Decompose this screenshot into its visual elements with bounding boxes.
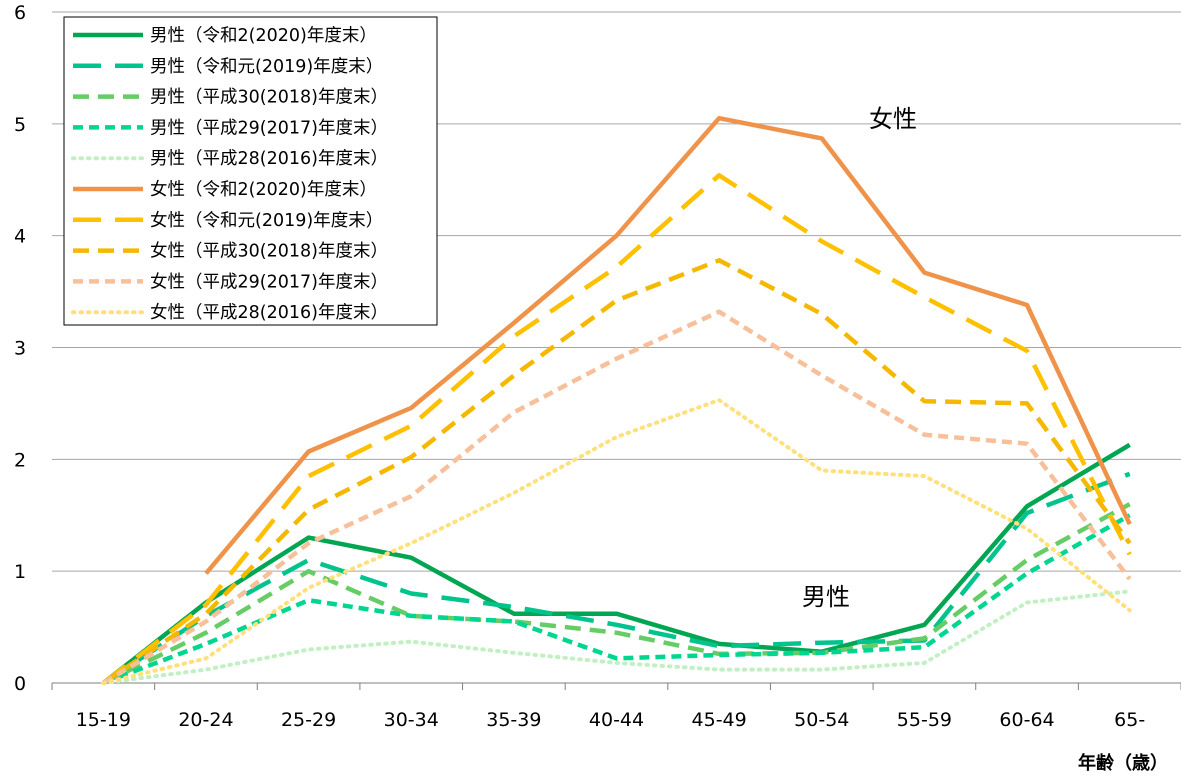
legend-label: 女性（平成30(2018)年度末） bbox=[150, 242, 388, 262]
male-annotation: 男性 bbox=[802, 583, 850, 611]
female-annotation: 女性 bbox=[869, 105, 917, 133]
y-tick-label: 3 bbox=[14, 338, 26, 360]
legend-box bbox=[63, 16, 438, 326]
legend-label: 女性（平成28(2016)年度末） bbox=[150, 303, 388, 323]
x-tick-label: 65- bbox=[1114, 709, 1145, 731]
series-line-4 bbox=[101, 589, 1132, 685]
series-line-0 bbox=[101, 442, 1131, 685]
legend-label: 男性（令和2(2020)年度末） bbox=[150, 26, 377, 46]
series-lines bbox=[101, 115, 1132, 686]
legend: 男性（令和2(2020)年度末） 男性（令和元(2019)年度末） 男性（平成30(… bbox=[63, 16, 438, 326]
x-tick-label: 60-64 bbox=[999, 709, 1054, 731]
x-tick-label: 15-19 bbox=[76, 709, 131, 731]
y-tick-label: 6 bbox=[14, 2, 26, 24]
legend-label: 男性（平成29(2017)年度末） bbox=[150, 118, 388, 138]
y-tick-labels: 0 1 2 3 4 5 6 bbox=[14, 2, 26, 695]
legend-label: 男性（令和元(2019)年度末） bbox=[150, 57, 383, 77]
x-axis-label: 年齢（歳） bbox=[1078, 752, 1168, 774]
series-line-1 bbox=[102, 471, 1131, 685]
x-tick-labels: 15-19 20-24 25-29 30-34 35-39 40-44 45-49 50-54… bbox=[76, 709, 1145, 731]
series-line-5 bbox=[204, 115, 1132, 575]
y-tick-label: 2 bbox=[14, 449, 26, 471]
y-tick-label: 4 bbox=[14, 226, 26, 248]
y-tick-label: 1 bbox=[14, 561, 26, 583]
legend-label: 男性（平成28(2016)年度末） bbox=[150, 149, 388, 169]
legend-label: 女性（令和元(2019)年度末） bbox=[150, 211, 383, 231]
x-tick-label: 20-24 bbox=[178, 709, 233, 731]
series-line-8 bbox=[102, 309, 1132, 685]
x-tick-label: 30-34 bbox=[384, 709, 439, 731]
legend-label: 女性（平成29(2017)年度末） bbox=[150, 272, 388, 292]
series-line-9 bbox=[101, 398, 1132, 685]
legend-label: 女性（令和2(2020)年度末） bbox=[150, 180, 377, 200]
y-tick-label: 0 bbox=[14, 673, 26, 695]
legend-label: 男性（平成30(2018)年度末） bbox=[150, 88, 388, 108]
series-line-2 bbox=[102, 502, 1131, 686]
y-tick-label: 5 bbox=[14, 114, 26, 136]
axes bbox=[51, 682, 1181, 690]
x-tick-label: 40-44 bbox=[589, 709, 644, 731]
x-tick-label: 35-39 bbox=[486, 709, 541, 731]
series-line-3 bbox=[102, 513, 1131, 686]
series-line-7 bbox=[102, 258, 1132, 685]
x-tick-label: 50-54 bbox=[794, 709, 849, 731]
x-tick-label: 25-29 bbox=[281, 709, 336, 731]
x-tick-label: 55-59 bbox=[897, 709, 952, 731]
x-tick-label: 45-49 bbox=[692, 709, 747, 731]
